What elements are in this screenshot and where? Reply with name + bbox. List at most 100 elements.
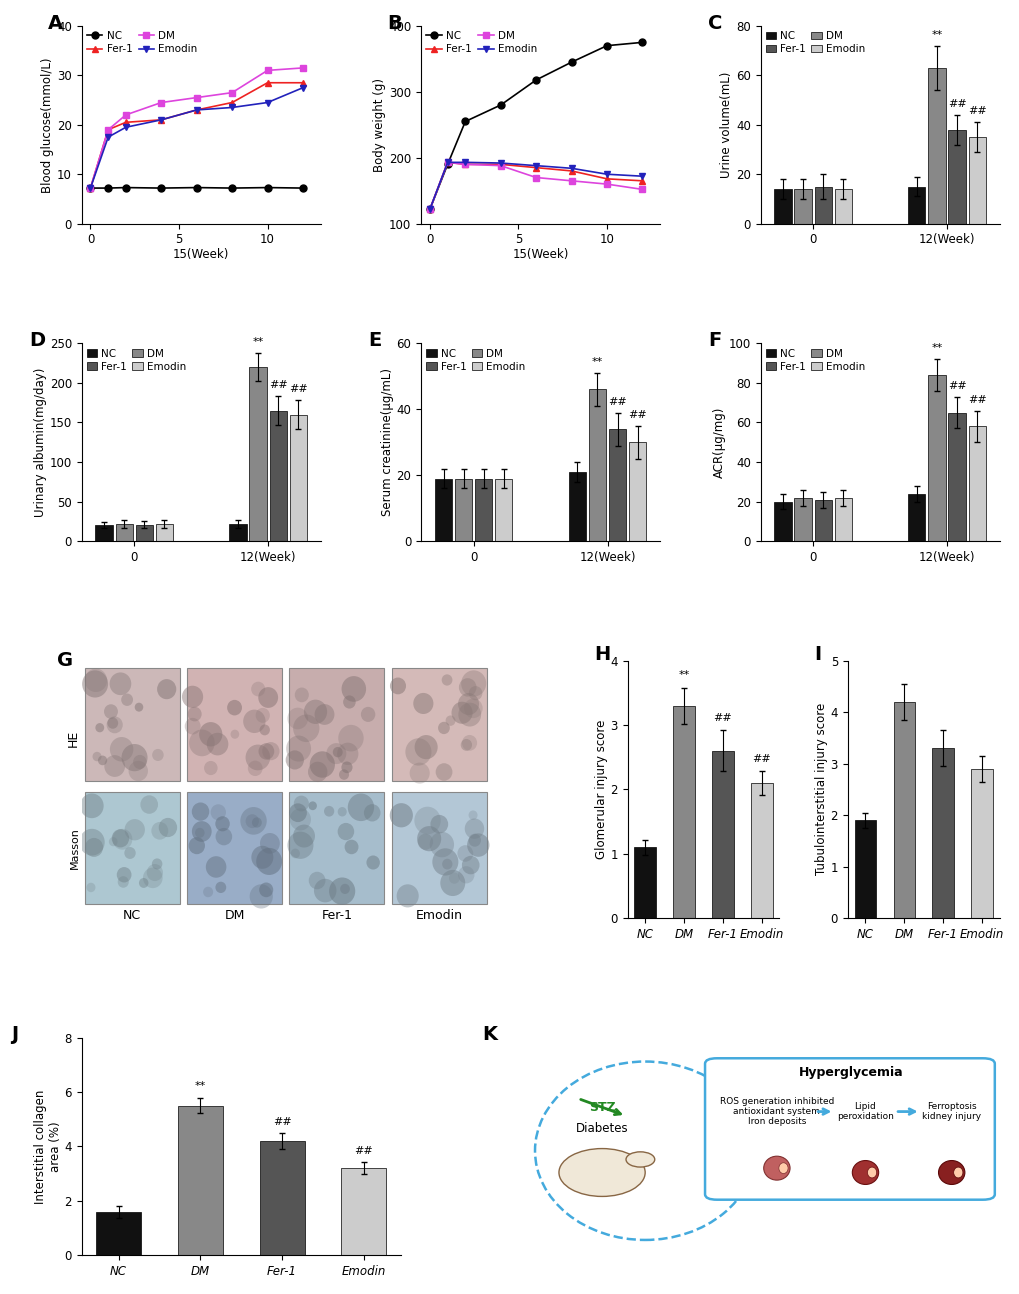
Text: ##: ## [607, 397, 627, 406]
Text: ROS generation inhibited
antioxidant system
Iron deposits: ROS generation inhibited antioxidant sys… [719, 1097, 834, 1127]
Circle shape [128, 761, 148, 782]
Fer-1 [191, 102, 203, 118]
Circle shape [361, 707, 375, 722]
Circle shape [124, 848, 136, 859]
Y-axis label: Blood glucose(mmol/L): Blood glucose(mmol/L) [41, 57, 54, 193]
Text: D: D [29, 331, 45, 351]
Line: DM: DM [426, 159, 645, 212]
NC [423, 202, 435, 217]
Circle shape [252, 818, 262, 828]
Circle shape [310, 752, 334, 778]
Text: I: I [813, 646, 820, 664]
Circle shape [430, 815, 447, 833]
DM [226, 85, 238, 101]
Emodin [423, 202, 435, 217]
Fer-1 [600, 171, 612, 186]
Text: Ferroptosis
kidney injury: Ferroptosis kidney injury [921, 1102, 980, 1122]
Circle shape [293, 796, 309, 811]
Circle shape [458, 694, 479, 716]
Text: ##: ## [967, 106, 985, 116]
Circle shape [135, 703, 143, 712]
Text: **: ** [195, 1082, 206, 1091]
Circle shape [287, 832, 313, 859]
Fer-1 [494, 157, 506, 172]
Circle shape [243, 709, 265, 732]
Circle shape [109, 837, 117, 846]
Bar [289, 792, 384, 905]
Bar [186, 792, 282, 905]
Circle shape [147, 864, 163, 881]
X-axis label: 15(Week): 15(Week) [173, 247, 229, 261]
Circle shape [139, 877, 149, 888]
Circle shape [364, 804, 380, 822]
Circle shape [429, 832, 453, 858]
Circle shape [112, 829, 129, 848]
Legend: NC, Fer-1, DM, Emodin: NC, Fer-1, DM, Emodin [87, 31, 198, 54]
Circle shape [290, 849, 300, 858]
Circle shape [417, 826, 441, 851]
Circle shape [366, 855, 379, 870]
Circle shape [204, 761, 217, 775]
Bar [773, 189, 791, 224]
Bar [927, 375, 945, 541]
Bar [814, 186, 830, 224]
Circle shape [112, 829, 132, 850]
Circle shape [251, 846, 273, 868]
Line: Fer-1: Fer-1 [87, 79, 306, 192]
Y-axis label: ACR(μg/mg): ACR(μg/mg) [712, 406, 726, 477]
Circle shape [206, 857, 226, 877]
Circle shape [107, 717, 122, 734]
Circle shape [199, 722, 222, 747]
Circle shape [342, 695, 356, 709]
Text: STZ: STZ [588, 1101, 614, 1114]
Emodin [459, 154, 471, 170]
Circle shape [246, 744, 270, 770]
Circle shape [389, 804, 413, 827]
Bar [588, 389, 605, 541]
Circle shape [337, 823, 354, 840]
NC [565, 54, 577, 70]
Circle shape [104, 756, 125, 776]
Circle shape [121, 694, 132, 707]
Text: C: C [707, 14, 721, 34]
Circle shape [159, 818, 177, 837]
Text: DM: DM [224, 910, 245, 923]
Emodin [85, 180, 97, 195]
Circle shape [338, 770, 348, 780]
Emodin [155, 113, 167, 128]
Circle shape [294, 687, 309, 703]
Circle shape [462, 735, 477, 751]
Bar [494, 479, 512, 541]
Circle shape [413, 692, 433, 714]
Circle shape [259, 883, 273, 897]
Circle shape [308, 762, 327, 782]
Bar [854, 820, 875, 917]
Circle shape [210, 805, 226, 820]
DM [459, 157, 471, 172]
Circle shape [457, 845, 473, 862]
Fer-1 [423, 202, 435, 217]
Text: H: H [594, 646, 609, 664]
Text: Emodin: Emodin [416, 910, 463, 923]
NC [636, 35, 648, 50]
Bar [773, 502, 791, 541]
Circle shape [189, 837, 205, 854]
Emodin [102, 129, 114, 145]
Ellipse shape [558, 1149, 645, 1197]
DM [85, 180, 97, 195]
Text: A: A [48, 14, 63, 34]
Emodin [191, 102, 203, 118]
Text: **: ** [252, 336, 263, 347]
Fer-1 [441, 154, 453, 170]
DM [600, 176, 612, 192]
Bar [260, 1141, 305, 1255]
Circle shape [152, 858, 162, 870]
Bar [968, 137, 984, 224]
Circle shape [410, 762, 429, 784]
NC [494, 97, 506, 113]
Circle shape [117, 876, 128, 888]
Bar [186, 668, 282, 780]
Bar [85, 792, 179, 905]
Fer-1 [226, 94, 238, 110]
Y-axis label: Urinary albumin(mg/day): Urinary albumin(mg/day) [34, 367, 47, 516]
